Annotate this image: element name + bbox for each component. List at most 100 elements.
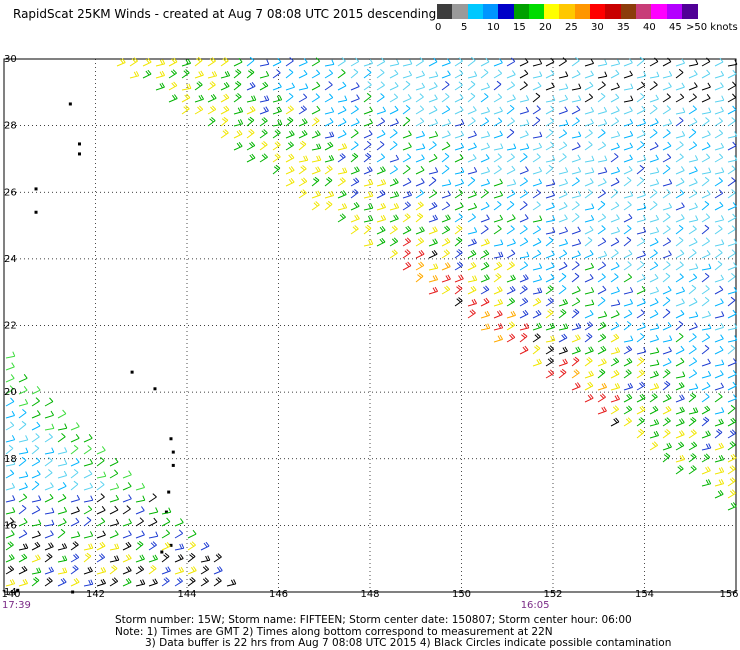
wind-barb: [623, 130, 634, 139]
wind-barb: [298, 155, 309, 163]
wind-barb: [675, 153, 684, 163]
wind-barb: [519, 261, 529, 271]
wind-barb: [233, 93, 242, 103]
wind-barb: [376, 189, 386, 199]
island-mark: [77, 152, 81, 156]
wind-barb: [200, 541, 210, 551]
wind-barb: [558, 83, 569, 91]
wind-barb: [584, 70, 594, 79]
wind-barb: [376, 81, 385, 91]
wind-barb: [649, 81, 658, 91]
wind-barb: [18, 553, 28, 563]
storm-info-line: Storm number: 15W; Storm name: FIFTEEN; …: [115, 614, 632, 626]
wind-barb: [324, 141, 334, 151]
colorbar-swatch: [467, 4, 484, 19]
wind-barb: [181, 83, 192, 91]
wind-barb: [558, 214, 568, 223]
wind-barb: [122, 518, 132, 527]
wind-barb: [31, 530, 41, 539]
wind-barb: [688, 453, 697, 463]
wind-barb: [493, 80, 502, 91]
wind-barb: [31, 554, 41, 563]
wind-barb: [122, 470, 132, 479]
wind-barb: [506, 297, 516, 307]
wind-barb: [558, 238, 569, 247]
wind-barb: [96, 446, 106, 455]
wind-barb: [597, 261, 607, 271]
wind-barb: [688, 249, 697, 259]
wind-barb: [194, 70, 204, 79]
wind-barb: [714, 129, 724, 139]
wind-barb: [714, 322, 725, 331]
wind-barb: [454, 297, 463, 307]
wind-barb: [519, 237, 529, 247]
wind-barb: [480, 117, 490, 127]
wind-barb: [662, 105, 671, 115]
wind-barb: [44, 493, 54, 503]
wind-barb: [467, 71, 478, 79]
wind-barb: [454, 167, 465, 175]
wind-barb: [636, 417, 645, 427]
wind-barb: [389, 165, 398, 175]
wind-barb: [402, 165, 411, 175]
wind-barb: [337, 105, 347, 115]
wind-barb: [519, 297, 529, 307]
wind-barb: [649, 249, 658, 259]
island-mark: [171, 463, 175, 467]
wind-barb: [207, 57, 216, 67]
wind-barb: [467, 130, 477, 139]
wind-barb: [96, 517, 106, 527]
wind-barb: [5, 495, 16, 503]
wind-barb: [649, 430, 660, 439]
wind-barb: [701, 167, 712, 175]
wind-barb: [649, 298, 659, 307]
wind-barb: [675, 465, 684, 475]
wind-barb: [688, 345, 697, 355]
wind-barb: [636, 130, 646, 139]
wind-barb: [688, 93, 697, 103]
latitude-tick-label: 30: [4, 54, 17, 65]
wind-barb: [701, 57, 711, 67]
wind-barb: [428, 141, 437, 151]
wind-barb: [480, 274, 490, 283]
wind-barb: [454, 57, 463, 67]
wind-barb: [298, 93, 308, 103]
wind-barb: [44, 433, 53, 443]
wind-barb: [688, 429, 697, 439]
wind-barb: [298, 177, 308, 187]
wind-barb: [727, 189, 736, 199]
wind-barb: [545, 202, 555, 211]
wind-barb: [389, 105, 399, 115]
wind-barb: [649, 227, 660, 235]
wind-barb: [532, 274, 543, 283]
wind-barb: [109, 518, 120, 527]
wind-barb: [727, 59, 738, 67]
wind-barb: [168, 81, 178, 91]
wind-barb: [688, 105, 697, 115]
wind-barb: [636, 347, 647, 355]
wind-barb: [714, 249, 723, 259]
wind-barb: [571, 213, 580, 223]
wind-barb: [428, 153, 438, 163]
wind-barb: [714, 454, 725, 463]
wind-barb: [584, 262, 595, 271]
wind-barb: [571, 83, 582, 91]
wind-barb: [246, 95, 257, 103]
wind-barb: [701, 466, 711, 475]
wind-barb: [194, 105, 204, 115]
wind-barb: [298, 118, 308, 127]
wind-barb: [727, 131, 738, 139]
wind-barb: [389, 129, 398, 139]
wind-barb: [727, 213, 737, 223]
wind-barb: [675, 406, 685, 415]
wind-barb: [350, 214, 360, 223]
wind-barb: [311, 201, 320, 211]
wind-barb: [675, 107, 686, 115]
wind-barb: [662, 417, 671, 427]
wind-barb: [415, 57, 424, 67]
wind-barb: [545, 369, 555, 379]
wind-barb: [480, 93, 489, 103]
wind-barb: [545, 82, 555, 91]
wind-barb: [5, 507, 16, 515]
wind-barb: [493, 58, 503, 67]
